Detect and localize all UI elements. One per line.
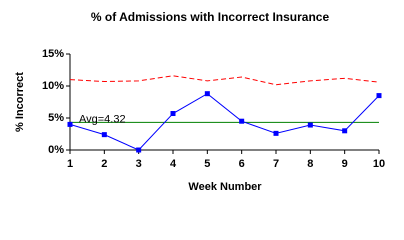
page: {"chart_data": {"type": "line", "title":… bbox=[13, 10, 386, 193]
x-tick-label: 2 bbox=[101, 158, 107, 170]
series-line bbox=[69, 93, 380, 151]
point bbox=[170, 111, 176, 117]
y-tick-label: 5% bbox=[48, 112, 64, 124]
point bbox=[307, 122, 313, 128]
x-tick-label: 10 bbox=[373, 158, 385, 170]
x-tick-label: 4 bbox=[170, 158, 177, 170]
point bbox=[342, 128, 348, 134]
point bbox=[101, 132, 107, 138]
chart: % of Admissions with Incorrect Insurance… bbox=[14, 10, 385, 193]
series-line bbox=[69, 75, 380, 86]
point bbox=[136, 147, 142, 153]
x-tick-label: 7 bbox=[273, 158, 279, 170]
point bbox=[273, 130, 279, 136]
x-tick-label: 8 bbox=[307, 158, 313, 170]
x-tick-label: 3 bbox=[136, 158, 142, 170]
point bbox=[67, 121, 73, 127]
y-tick-label: 0% bbox=[48, 144, 64, 156]
point bbox=[204, 91, 210, 97]
average-label: Avg=4.32 bbox=[79, 113, 126, 125]
x-tick-label: 1 bbox=[67, 158, 73, 170]
y-axis-label: % Incorrect bbox=[14, 72, 26, 132]
point bbox=[239, 118, 245, 124]
x-axis-label: Week Number bbox=[188, 181, 262, 193]
y-tick-label: 10% bbox=[42, 80, 64, 92]
point bbox=[376, 93, 382, 99]
y-tick-label: 15% bbox=[42, 48, 64, 60]
chart-title: % of Admissions with Incorrect Insurance bbox=[91, 10, 330, 24]
x-tick-label: 9 bbox=[342, 158, 348, 170]
x-tick-label: 6 bbox=[239, 158, 245, 170]
x-tick-label: 5 bbox=[204, 158, 210, 170]
